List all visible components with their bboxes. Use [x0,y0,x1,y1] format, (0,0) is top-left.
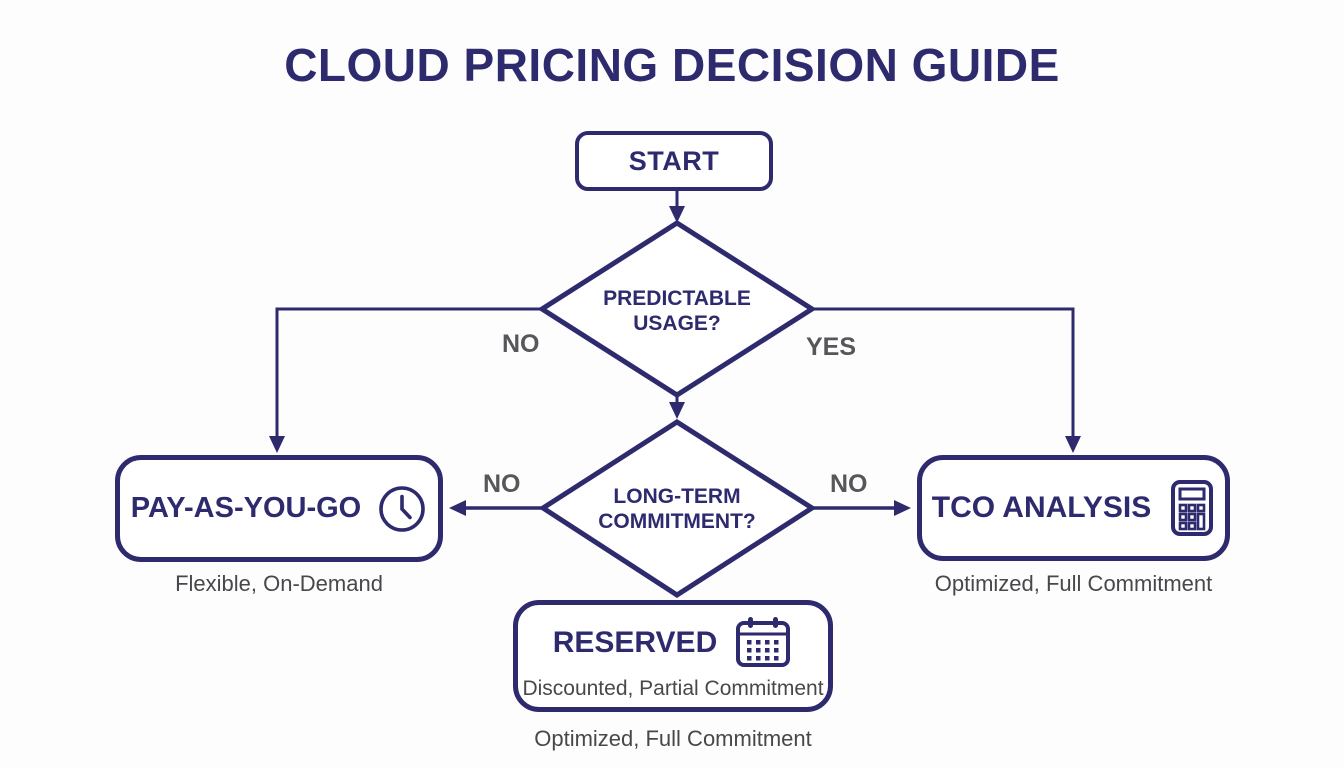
reserved-caption: Optimized, Full Commitment [534,726,812,751]
arrowhead-decision2-no-right [894,500,911,516]
edge-decision1-no [275,307,546,438]
reserved-subtitle: Discounted, Partial Commitment [522,677,824,700]
decision1-yes-label: YES [806,333,857,361]
arrowhead-decision1-no [269,436,285,453]
edge-decision1-yes [808,307,1075,438]
decision1-diamond [537,220,817,398]
arrowhead-decision2-no-left [449,500,466,516]
calculator-icon [1169,479,1215,537]
decision1-line2: USAGE? [633,312,721,336]
decision1-no-label: NO [502,330,540,358]
pay-as-you-go-caption: Flexible, On-Demand [175,571,383,596]
tco-analysis-label: TCO ANALYSIS [931,491,1152,524]
reserved-label: RESERVED [552,626,718,659]
decision2-line2: COMMITMENT? [598,510,756,534]
tco-analysis-node: TCO ANALYSIS [917,455,1230,561]
start-label: START [628,145,720,176]
calendar-icon [733,615,793,671]
decision1-text: PREDICTABLE USAGE? [552,286,802,336]
start-node: START [575,131,773,191]
decision2-line1: LONG-TERM [613,485,741,508]
pay-as-you-go-node: PAY-AS-YOU-GO [115,455,443,562]
reserved-node: RESERVED Discounted, Partial Commitment [513,600,833,712]
tco-analysis-caption: Optimized, Full Commitment [934,571,1213,596]
decision2-no-left-label: NO [483,470,521,498]
arrowhead-decision1-yes [1065,436,1081,453]
decision1-line1: PREDICTABLE [603,287,751,310]
clock-icon [377,484,427,534]
decision2-no-right-label: NO [830,470,868,498]
decision2-diamond [538,419,817,598]
page-title: CLOUD PRICING DECISION GUIDE [284,39,1060,91]
arrowhead-decision1-to-decision2 [669,402,685,419]
pay-as-you-go-label: PAY-AS-YOU-GO [130,492,362,524]
arrowhead-start-to-decision1 [669,206,685,223]
decision2-text: LONG-TERM COMMITMENT? [552,484,802,534]
